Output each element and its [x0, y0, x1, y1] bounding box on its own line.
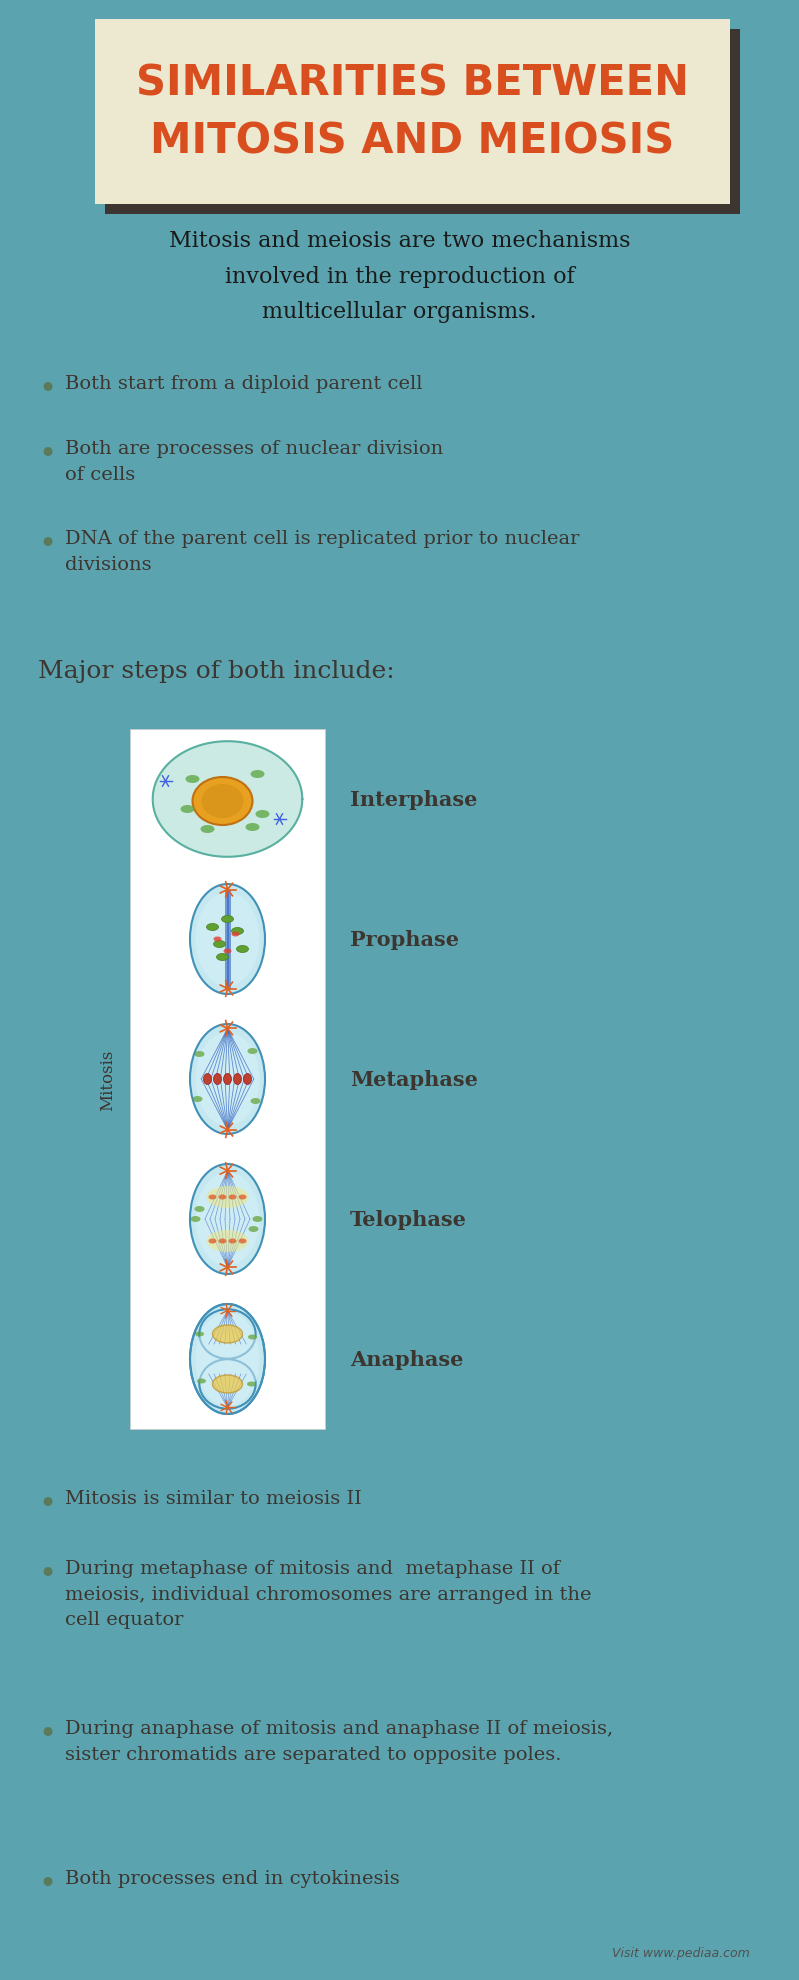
- Ellipse shape: [200, 1360, 256, 1410]
- Text: Both start from a diploid parent cell: Both start from a diploid parent cell: [65, 374, 423, 392]
- Text: Mitosis is similar to meiosis II: Mitosis is similar to meiosis II: [65, 1489, 362, 1507]
- Ellipse shape: [194, 1206, 205, 1212]
- Ellipse shape: [218, 1194, 226, 1200]
- Ellipse shape: [244, 1073, 252, 1085]
- Ellipse shape: [238, 1194, 247, 1200]
- Text: •: •: [38, 531, 56, 560]
- Ellipse shape: [232, 933, 240, 937]
- Ellipse shape: [195, 1333, 204, 1337]
- FancyBboxPatch shape: [105, 30, 740, 216]
- Text: Interphase: Interphase: [350, 790, 477, 810]
- Ellipse shape: [247, 1382, 256, 1386]
- Text: •: •: [38, 374, 56, 406]
- Text: Mitosis: Mitosis: [100, 1049, 117, 1111]
- Text: •: •: [38, 1869, 56, 1901]
- Text: •: •: [38, 1719, 56, 1750]
- Ellipse shape: [190, 1164, 265, 1275]
- Ellipse shape: [200, 1309, 256, 1358]
- Ellipse shape: [233, 1073, 241, 1085]
- Ellipse shape: [204, 1073, 212, 1085]
- Text: Both are processes of nuclear division
of cells: Both are processes of nuclear division o…: [65, 440, 443, 483]
- Text: Prophase: Prophase: [350, 929, 459, 950]
- Ellipse shape: [213, 940, 225, 948]
- Ellipse shape: [213, 1073, 221, 1085]
- Ellipse shape: [213, 1325, 243, 1342]
- Text: Metaphase: Metaphase: [350, 1069, 478, 1089]
- Ellipse shape: [217, 954, 229, 960]
- Ellipse shape: [193, 1097, 202, 1103]
- FancyBboxPatch shape: [95, 20, 730, 204]
- Text: Major steps of both include:: Major steps of both include:: [38, 659, 395, 683]
- Ellipse shape: [224, 1073, 232, 1085]
- Ellipse shape: [196, 1172, 260, 1265]
- Ellipse shape: [248, 1226, 259, 1232]
- Ellipse shape: [209, 1194, 217, 1200]
- Ellipse shape: [256, 810, 269, 818]
- Text: SIMILARITIES BETWEEN
MITOSIS AND MEIOSIS: SIMILARITIES BETWEEN MITOSIS AND MEIOSIS: [136, 61, 689, 162]
- Ellipse shape: [196, 1034, 260, 1127]
- Ellipse shape: [213, 1376, 243, 1394]
- Ellipse shape: [206, 925, 218, 931]
- Ellipse shape: [190, 1024, 265, 1135]
- Ellipse shape: [224, 948, 232, 954]
- Ellipse shape: [238, 1239, 247, 1243]
- Ellipse shape: [229, 1239, 237, 1243]
- Ellipse shape: [190, 1305, 265, 1414]
- Ellipse shape: [190, 1216, 201, 1222]
- Text: Anaphase: Anaphase: [350, 1348, 463, 1370]
- Polygon shape: [153, 742, 302, 857]
- Ellipse shape: [201, 784, 244, 818]
- Ellipse shape: [213, 937, 221, 942]
- Text: Telophase: Telophase: [350, 1210, 467, 1230]
- Ellipse shape: [197, 1378, 206, 1384]
- Ellipse shape: [251, 770, 264, 778]
- Ellipse shape: [229, 1194, 237, 1200]
- Ellipse shape: [248, 1335, 257, 1340]
- Text: Mitosis and meiosis are two mechanisms
involved in the reproduction of
multicell: Mitosis and meiosis are two mechanisms i…: [169, 230, 630, 323]
- Ellipse shape: [194, 1051, 205, 1057]
- Ellipse shape: [237, 946, 248, 952]
- Text: During anaphase of mitosis and anaphase II of meiosis,
sister chromatids are sep: During anaphase of mitosis and anaphase …: [65, 1719, 613, 1762]
- Text: DNA of the parent cell is replicated prior to nuclear
divisions: DNA of the parent cell is replicated pri…: [65, 531, 579, 574]
- Ellipse shape: [206, 1186, 248, 1208]
- Text: •: •: [38, 1558, 56, 1590]
- Ellipse shape: [181, 806, 194, 814]
- Ellipse shape: [201, 826, 214, 834]
- Text: During metaphase of mitosis and  metaphase II of
meiosis, individual chromosomes: During metaphase of mitosis and metaphas…: [65, 1558, 591, 1630]
- Text: •: •: [38, 1489, 56, 1521]
- Ellipse shape: [232, 929, 244, 935]
- Ellipse shape: [185, 776, 200, 784]
- Text: •: •: [38, 440, 56, 471]
- Ellipse shape: [193, 778, 252, 826]
- Ellipse shape: [196, 893, 260, 986]
- Ellipse shape: [245, 824, 260, 832]
- FancyBboxPatch shape: [130, 731, 325, 1430]
- Ellipse shape: [206, 1230, 248, 1253]
- Ellipse shape: [209, 1239, 217, 1243]
- Ellipse shape: [221, 917, 233, 923]
- Ellipse shape: [248, 1049, 257, 1055]
- Ellipse shape: [251, 1099, 260, 1105]
- Ellipse shape: [252, 1216, 263, 1222]
- Ellipse shape: [218, 1239, 226, 1243]
- Ellipse shape: [196, 1313, 260, 1406]
- Text: Visit www.pediaa.com: Visit www.pediaa.com: [612, 1946, 750, 1958]
- Text: Both processes end in cytokinesis: Both processes end in cytokinesis: [65, 1869, 400, 1887]
- Ellipse shape: [190, 885, 265, 994]
